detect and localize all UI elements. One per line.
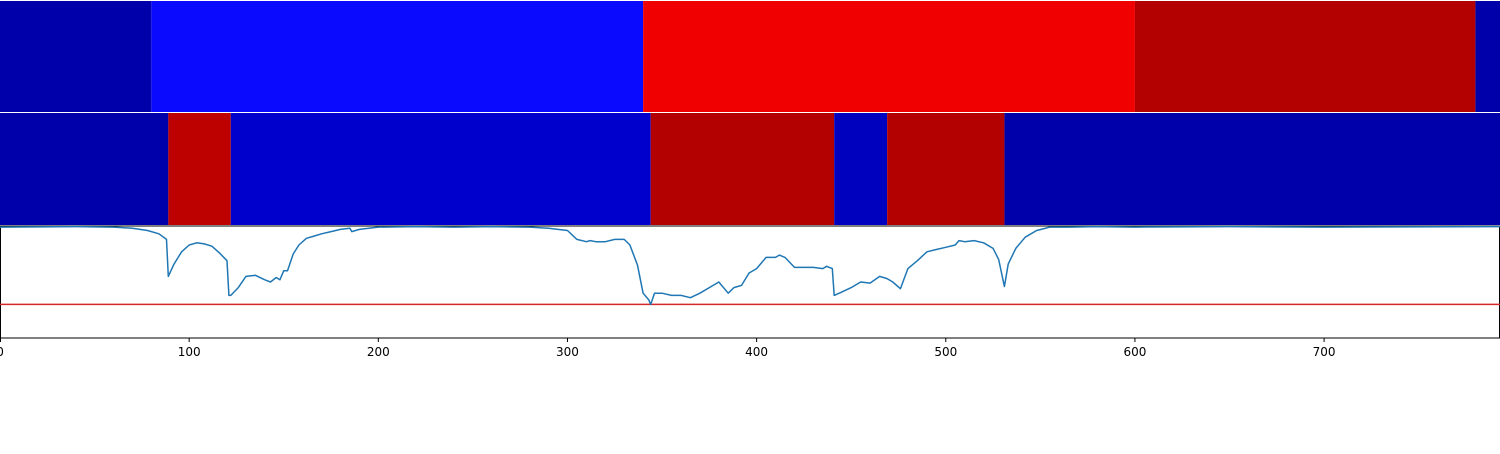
x-tick-label-0: 0 bbox=[0, 345, 4, 359]
heatmap-segment-1-0 bbox=[0, 113, 169, 225]
heatmap-segment-1-3 bbox=[650, 113, 835, 225]
heatmap-panel-top bbox=[0, 1, 1500, 112]
heatmap-segment-1-5 bbox=[887, 113, 1005, 225]
heatmap-segment-1-6 bbox=[1004, 113, 1500, 225]
heatmap-segment-0-3 bbox=[1134, 1, 1476, 112]
x-tick-label-4: 400 bbox=[745, 345, 768, 359]
heatmap-segment-0-4 bbox=[1475, 1, 1500, 112]
series-line-0 bbox=[0, 225, 1500, 306]
x-tick-label-5: 500 bbox=[934, 345, 957, 359]
heatmap-segment-0-0 bbox=[0, 1, 152, 112]
heatmap-panel-middle bbox=[0, 113, 1500, 225]
x-tick-label-3: 300 bbox=[556, 345, 579, 359]
line-panel-bottom bbox=[0, 225, 1500, 339]
line-panel-frame bbox=[0, 225, 1500, 339]
x-axis: 0 100 200 300 400 500 600 700 bbox=[0, 338, 1336, 359]
heatmap-segment-1-1 bbox=[168, 113, 231, 225]
heatmap-segment-0-2 bbox=[643, 1, 1135, 112]
heatmap-segment-1-2 bbox=[230, 113, 651, 225]
x-tick-label-6: 600 bbox=[1123, 345, 1146, 359]
heatmap-segment-0-1 bbox=[151, 1, 644, 112]
x-tick-label-7: 700 bbox=[1313, 345, 1336, 359]
x-tick-label-2: 200 bbox=[367, 345, 390, 359]
x-tick-label-1: 100 bbox=[178, 345, 201, 359]
heatmap-segment-1-4 bbox=[834, 113, 888, 225]
